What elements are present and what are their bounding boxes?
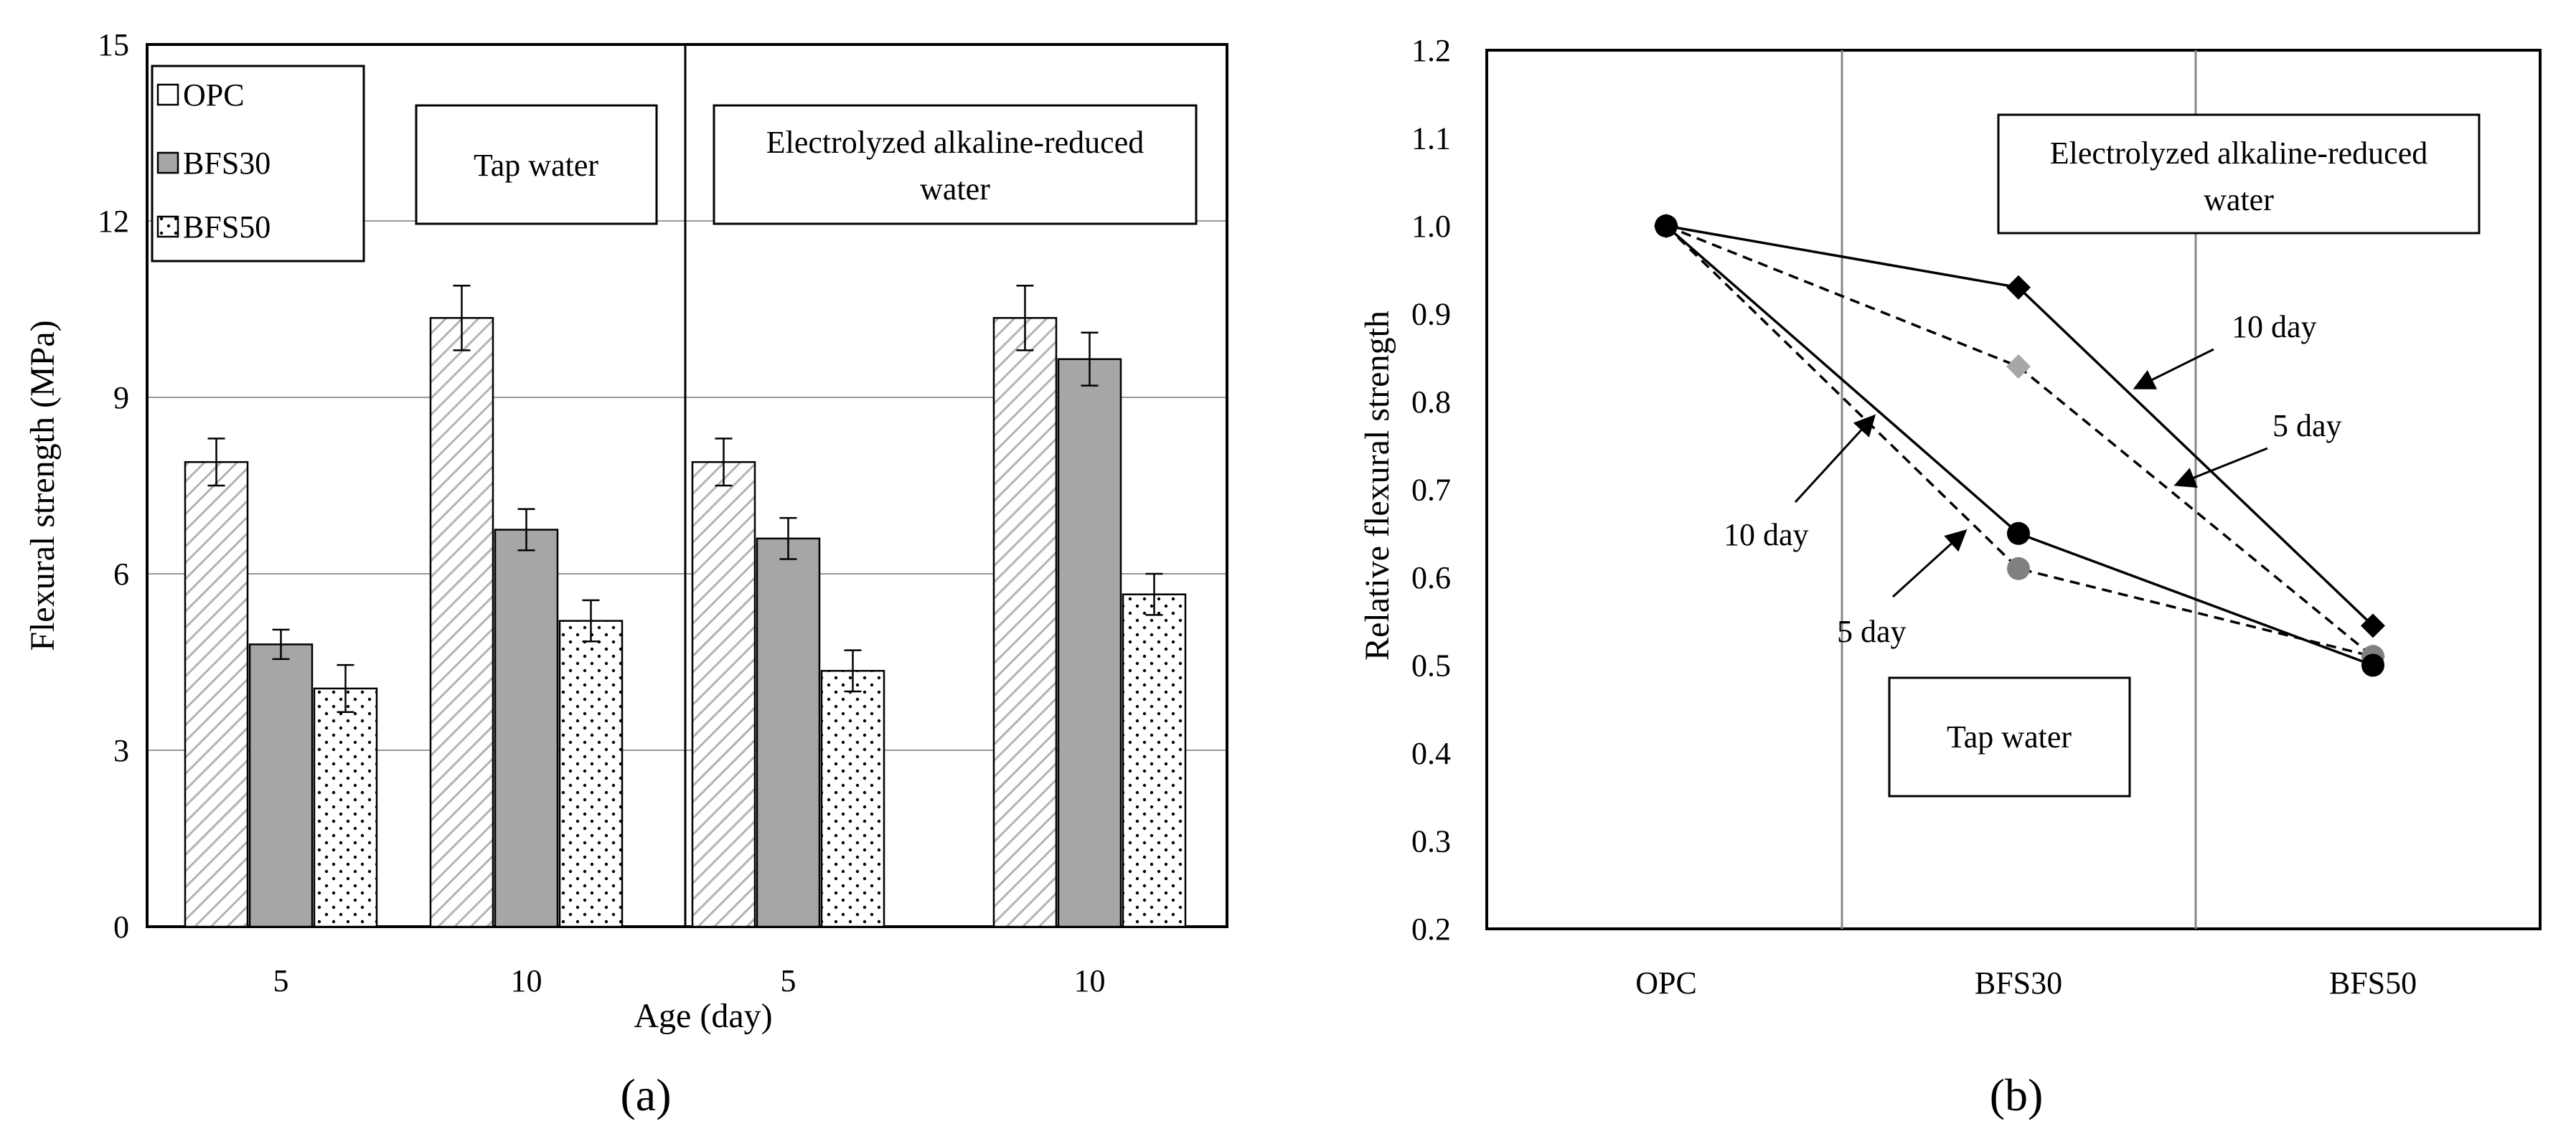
b-series — [1654, 214, 2385, 677]
a-electrolyzed-label-line2: water — [920, 171, 990, 207]
b-y-tick-labels: 0.2 0.3 0.4 0.5 0.6 0.7 0.8 0.9 1.0 1.1 1.2 — [1411, 33, 1451, 947]
b-y-tick-label: 1.2 — [1411, 33, 1451, 68]
b-marker-diamond — [2006, 275, 2031, 300]
b-series-line — [1665, 225, 2374, 658]
b-marker-diamond — [2361, 613, 2385, 638]
a-legend: OPC BFS30 BFS50 — [151, 65, 365, 263]
b-y-tick-label: 1.0 — [1411, 209, 1451, 244]
panel-label-b: (b) — [1990, 1069, 2044, 1120]
a-bar-bfs50 — [1122, 593, 1187, 928]
a-y-tick-label: 9 — [113, 380, 129, 415]
a-bars — [184, 284, 1187, 928]
b-y-tick-label: 0.8 — [1411, 384, 1451, 420]
b-tap-water-label: Tap water — [1947, 719, 2072, 755]
a-bar-bfs50 — [313, 687, 378, 928]
b-x-tick-label: BFS50 — [2329, 965, 2417, 1001]
a-x-tick-label: 5 — [781, 963, 796, 998]
a-x-tick-labels: 5 10 5 10 — [273, 963, 1106, 998]
b-plot-frame — [1485, 49, 2542, 930]
b-y-tick-label: 0.6 — [1411, 560, 1451, 595]
b-marker-circle — [1655, 214, 1678, 237]
a-y-tick-labels: 0 3 6 9 12 15 — [98, 27, 129, 945]
a-x-tick-label: 10 — [1074, 963, 1106, 998]
a-tap-water-label: Tap water — [474, 148, 598, 183]
b-electrolyzed-box — [1997, 113, 2481, 235]
legend-label-bfs30: BFS30 — [183, 146, 271, 181]
legend-label-opc: OPC — [183, 77, 245, 113]
b-x-tick-label: OPC — [1635, 965, 1697, 1001]
b-tap-water-box — [1888, 676, 2131, 798]
legend-swatch-bfs50 — [156, 215, 179, 238]
b-y-axis-title: Relative flexural strength — [1358, 311, 1396, 661]
a-bar-bfs30 — [248, 643, 314, 928]
a-annotation-tap-water: Tap water — [415, 104, 658, 225]
label-elec-10day: 10 day — [2232, 309, 2317, 344]
a-bar-opc — [691, 460, 756, 928]
b-y-tick-label: 0.2 — [1411, 912, 1451, 947]
a-electrolyzed-box — [713, 104, 1198, 225]
a-y-tick-label: 3 — [113, 733, 129, 768]
a-legend-box — [151, 65, 365, 263]
b-marker-circle — [2361, 653, 2384, 677]
b-day-annotations: 10 day 5 day 10 day 5 day — [1724, 309, 2342, 649]
a-y-tick-label: 6 — [113, 557, 129, 592]
b-x-tick-labels: OPC BFS30 BFS50 — [1635, 965, 2417, 1001]
a-bar-opc — [184, 460, 249, 928]
a-bar-opc — [992, 317, 1058, 928]
a-bar-bfs30 — [494, 529, 559, 928]
a-annotation-electrolyzed: Electrolyzed alkaline-reduced water — [713, 104, 1198, 225]
b-marker-circle — [2007, 521, 2030, 545]
panel-b-line-chart: 0.2 0.3 0.4 0.5 0.6 0.7 0.8 0.9 1.0 1.1 1.2 OPC BFS… — [1358, 33, 2542, 1120]
b-y-tick-label: 0.5 — [1411, 648, 1451, 684]
b-electrolyzed-label-line2: water — [2204, 182, 2274, 217]
a-bar-bfs30 — [756, 537, 821, 928]
b-marker-diamond — [2006, 354, 2031, 379]
a-bar-bfs30 — [1057, 358, 1122, 928]
label-tap-5day: 5 day — [1837, 614, 1907, 649]
b-y-tick-label: 0.7 — [1411, 473, 1451, 508]
arrow-elec-10day — [2133, 348, 2214, 389]
arrow-tap-10day — [1794, 414, 1876, 504]
a-tap-water-box — [415, 104, 658, 225]
arrow-tap-5day — [1891, 529, 1968, 598]
a-y-tick-label: 12 — [98, 204, 129, 239]
a-x-tick-label: 5 — [273, 963, 289, 998]
a-y-axis-title: Flexural strength (MPa) — [24, 320, 62, 651]
a-bar-bfs50 — [558, 620, 624, 928]
arrow-elec-5day — [2173, 447, 2268, 488]
a-y-tick-label: 15 — [98, 27, 129, 62]
panel-label-a: (a) — [620, 1069, 671, 1120]
a-x-tick-label: 10 — [511, 963, 542, 998]
b-y-tick-label: 1.1 — [1411, 121, 1451, 156]
b-y-tick-label: 0.9 — [1411, 297, 1451, 332]
a-bar-bfs50 — [820, 670, 885, 928]
a-x-axis-title: Age (day) — [634, 997, 772, 1035]
legend-swatch-bfs30 — [156, 151, 179, 174]
b-marker-circle — [2007, 557, 2030, 580]
b-y-tick-label: 0.4 — [1411, 736, 1451, 771]
legend-swatch-opc — [156, 83, 179, 106]
label-tap-10day: 10 day — [1724, 517, 1809, 552]
label-elec-5day: 5 day — [2272, 408, 2342, 443]
b-annotation-electrolyzed: Electrolyzed alkaline-reduced water — [1997, 113, 2481, 235]
b-electrolyzed-label-line1: Electrolyzed alkaline-reduced — [2050, 136, 2427, 171]
a-bar-opc — [429, 317, 494, 928]
a-electrolyzed-label-line1: Electrolyzed alkaline-reduced — [766, 125, 1144, 160]
b-y-tick-label: 0.3 — [1411, 824, 1451, 859]
a-y-tick-label: 0 — [113, 909, 129, 945]
b-annotation-tap-water: Tap water — [1888, 676, 2131, 798]
legend-label-bfs50: BFS50 — [183, 209, 271, 245]
b-series-line — [1665, 225, 2374, 658]
b-x-tick-label: BFS30 — [1975, 965, 2062, 1001]
a-plot-frame — [146, 43, 1228, 928]
